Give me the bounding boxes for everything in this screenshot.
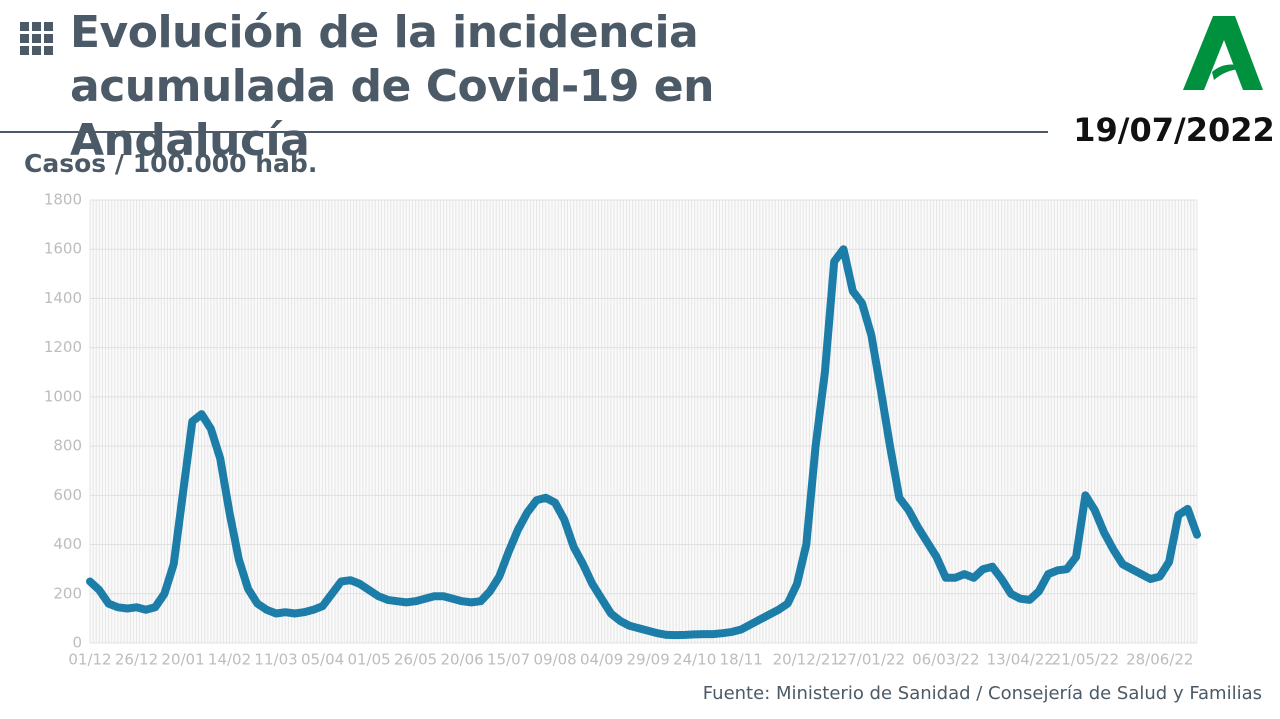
x-tick-label: 20/01	[161, 651, 204, 669]
data-line	[86, 245, 1201, 640]
date: 19/07/2022	[1073, 111, 1275, 149]
x-tick-label: 11/03	[254, 651, 297, 669]
y-tick-label: 600	[53, 486, 82, 504]
y-tick-label: 1400	[44, 289, 82, 307]
y-tick-label: 1000	[44, 387, 82, 405]
x-tick-label: 26/12	[115, 651, 158, 669]
x-tick-label: 29/09	[627, 651, 670, 669]
y-tick-label: 200	[53, 584, 82, 602]
x-tick-label: 26/05	[394, 651, 437, 669]
x-tick-label: 15/07	[487, 651, 530, 669]
x-tick-label: 05/04	[301, 651, 344, 669]
x-tick-label: 20/12/21	[773, 651, 840, 669]
y-tick-label: 400	[53, 535, 82, 553]
chart-title: Evolución de la incidencia acumulada de …	[70, 7, 714, 166]
x-tick-label: 18/11	[720, 651, 763, 669]
logo	[1183, 16, 1263, 90]
x-tick-label: 14/02	[208, 651, 251, 669]
source: Fuente: Ministerio de Sanidad / Consejer…	[703, 683, 1262, 704]
x-tick-label: 06/03/22	[912, 651, 979, 669]
x-tick-label: 01/12	[68, 651, 111, 669]
y-tick-label: 1600	[44, 240, 82, 258]
y-axis-label: Casos / 100.000 hab.	[24, 149, 317, 178]
x-tick-label: 24/10	[673, 651, 716, 669]
y-tick-label: 800	[53, 437, 82, 455]
x-tick-label: 20/06	[440, 651, 483, 669]
plot-background	[90, 200, 1197, 643]
y-tick-label: 1800	[44, 191, 82, 209]
x-tick-label: 04/09	[580, 651, 623, 669]
x-tick-label: 13/04/22	[987, 651, 1054, 669]
y-tick-label: 0	[72, 634, 82, 652]
y-tick-label: 1200	[44, 338, 82, 356]
x-tick-label: 27/01/22	[838, 651, 905, 669]
x-tick-label: 28/06/22	[1126, 651, 1193, 669]
x-tick-label: 09/08	[534, 651, 577, 669]
x-tick-label: 01/05	[347, 651, 390, 669]
x-tick-label: 21/05/22	[1052, 651, 1119, 669]
menu-icon	[20, 22, 53, 55]
